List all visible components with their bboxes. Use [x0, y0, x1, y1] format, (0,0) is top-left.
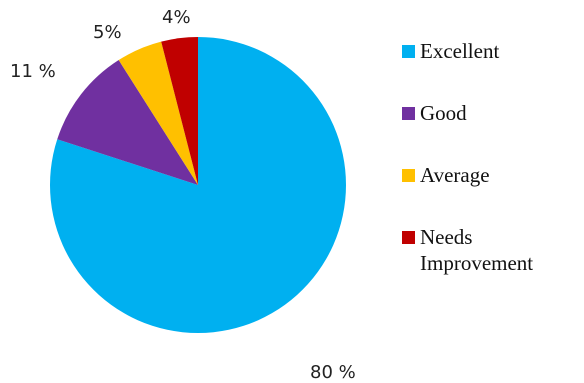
data-label-excellent: 80 % [310, 362, 356, 383]
data-label-average: 5% [93, 22, 122, 43]
legend-item-needs-improvement: Needs Improvement [402, 224, 584, 286]
legend-label-needs-improvement: Needs Improvement [420, 225, 534, 275]
pie-slices [49, 37, 346, 333]
data-label-good: 11 % [10, 61, 56, 82]
data-labels: 80 % 11 % 5% 4% [10, 7, 356, 383]
legend-swatch-excellent [402, 45, 415, 58]
legend-swatch-good [402, 107, 415, 120]
data-label-needs-improvement: 4% [162, 7, 191, 28]
pie-slice-needs-improvement [161, 37, 198, 185]
legend-item-average: Average [402, 162, 584, 224]
legend: Excellent Good Average Needs Improvement [402, 38, 584, 286]
legend-label-good: Good [420, 101, 467, 125]
legend-label-excellent: Excellent [420, 39, 500, 63]
legend-swatch-needs-improvement [402, 231, 415, 244]
pie-slice-excellent [49, 37, 346, 333]
legend-label-average: Average [420, 163, 490, 187]
legend-item-excellent: Excellent [402, 38, 584, 100]
legend-item-good: Good [402, 100, 584, 162]
pie-slice-average [118, 41, 198, 186]
legend-swatch-average [402, 169, 415, 182]
pie-slice-good [57, 60, 198, 185]
